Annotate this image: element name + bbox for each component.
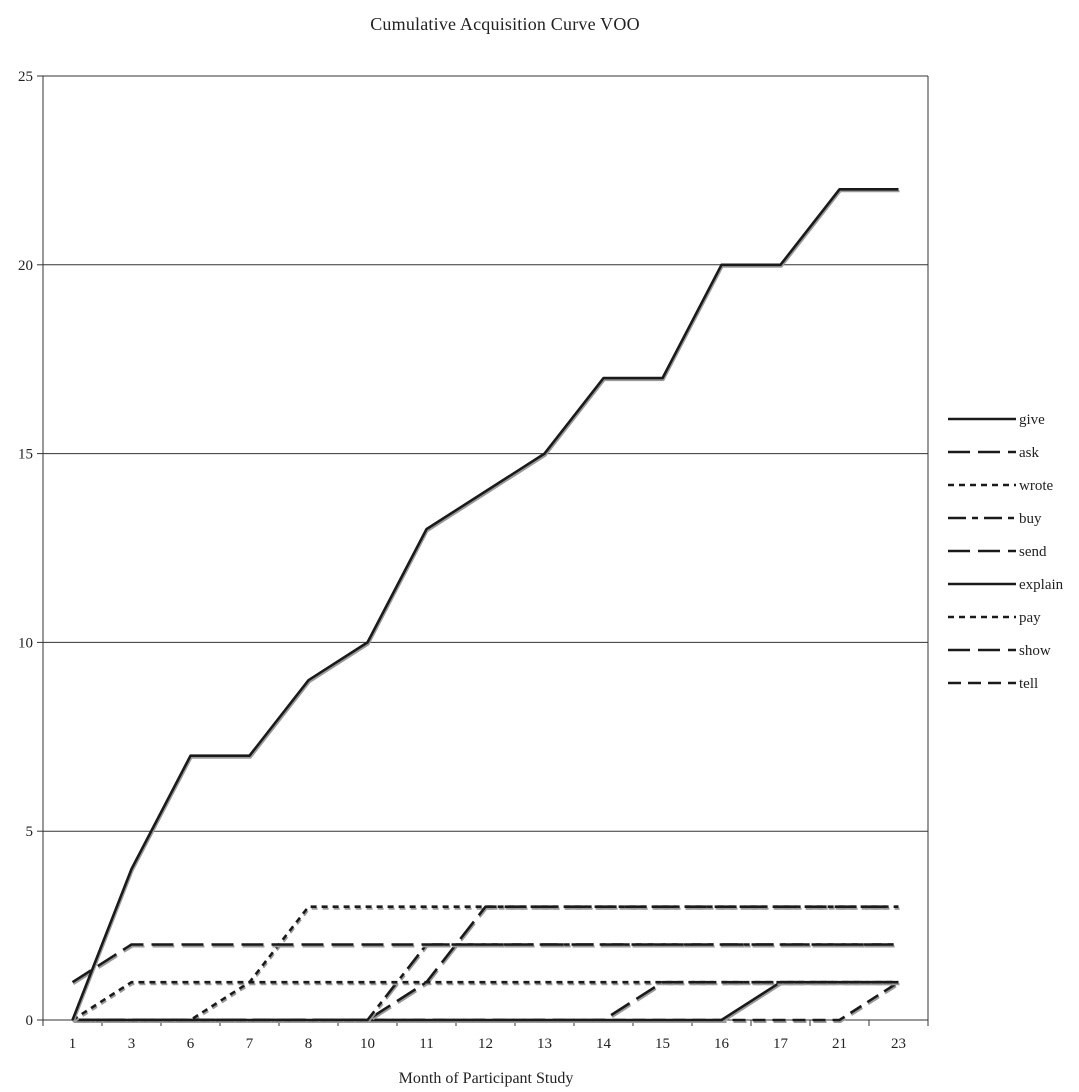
series-ask-line [71,943,899,984]
legend-item-buy: buy [948,511,1042,527]
legend-label: show [1019,643,1051,659]
x-tick-label: 12 [478,1036,493,1052]
series-pay-line [72,905,899,1022]
legend-item-show: show [948,643,1051,659]
legend-label: give [1019,412,1045,428]
gridlines [43,75,929,1020]
series-send-shadow [73,907,900,1023]
x-tick-label: 14 [596,1036,612,1052]
legend-item-explain: explain [948,577,1064,593]
x-tick-label: 17 [773,1036,789,1052]
series-wrote-shadow [72,983,900,1023]
legend-label: buy [1019,511,1042,527]
legend-label: pay [1019,610,1041,626]
x-tick-label: 13 [537,1036,552,1052]
x-tick-label: 23 [891,1036,906,1052]
x-tick-label: 6 [187,1036,195,1052]
y-tick-label: 10 [18,635,33,651]
x-axis-label: Month of Participant Study [398,1070,574,1087]
legend: give ask wrote buy send explain pay show tell [948,412,1064,692]
series-pay-shadow [73,907,900,1023]
y-tick-label: 0 [26,1013,34,1029]
x-tick-label: 10 [360,1036,375,1052]
x-tick-label: 1 [69,1036,77,1052]
series-lines [71,188,901,1023]
series-pay [72,905,900,1023]
chart-title: Cumulative Acquisition Curve VOO [370,14,640,34]
series-ask-shadow [72,945,900,986]
series-give-line [71,188,899,1021]
x-tick-label: 16 [714,1036,730,1052]
series-ask [71,943,900,986]
x-tick-label: 3 [128,1036,136,1052]
series-send [72,905,900,1023]
legend-item-send: send [948,544,1047,560]
y-tick-label: 20 [18,258,33,274]
x-tick-label: 11 [419,1036,433,1052]
y-tick-label: 25 [18,69,33,85]
legend-item-wrote: wrote [948,478,1053,494]
y-tick-label: 5 [26,824,34,840]
x-tick-label: 21 [832,1036,847,1052]
legend-label: explain [1019,577,1064,593]
legend-item-ask: ask [948,445,1039,461]
x-tick-label: 7 [246,1036,254,1052]
x-tick-label: 8 [305,1036,313,1052]
legend-label: wrote [1019,478,1053,494]
legend-label: tell [1019,676,1038,692]
legend-item-pay: pay [948,610,1041,626]
series-give [71,188,900,1023]
series-send-line [72,905,899,1022]
legend-label: ask [1019,445,1039,461]
series-give-shadow [72,190,900,1023]
series-wrote-line [71,980,899,1022]
legend-item-tell: tell [948,676,1038,692]
x-tick-label: 15 [655,1036,670,1052]
legend-label: send [1019,544,1047,560]
legend-item-give: give [948,412,1045,428]
y-tick-label: 15 [18,447,33,463]
series-wrote [71,980,900,1023]
